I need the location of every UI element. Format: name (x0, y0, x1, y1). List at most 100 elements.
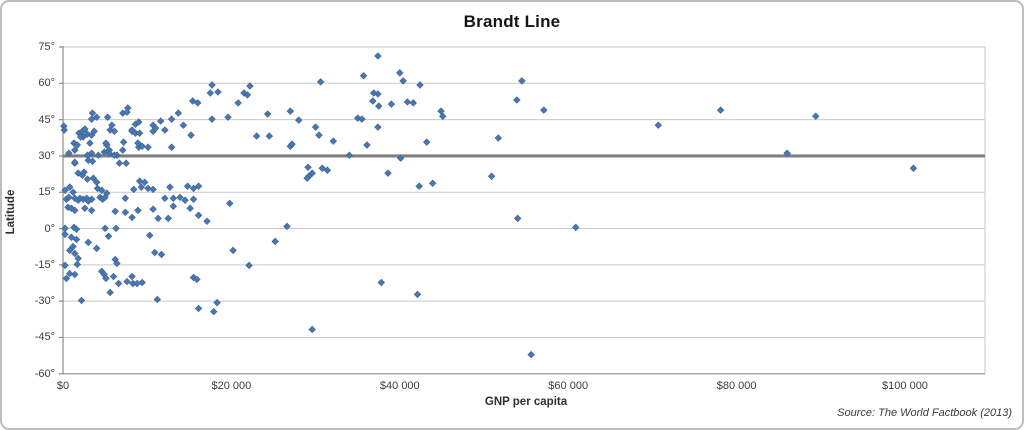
data-point (240, 89, 248, 97)
data-point (423, 138, 431, 146)
data-point (416, 81, 424, 89)
data-point (71, 158, 79, 166)
data-point (252, 132, 261, 140)
data-point (121, 208, 130, 217)
data-point (149, 185, 157, 194)
data-point (138, 278, 146, 287)
data-point (271, 237, 279, 246)
data-point (128, 127, 136, 135)
data-point (176, 193, 184, 202)
data-point (83, 130, 92, 138)
data-point (84, 156, 92, 165)
data-point (81, 204, 89, 212)
data-point (812, 112, 820, 120)
data-point (92, 244, 101, 253)
data-point (87, 195, 96, 203)
data-point (527, 350, 535, 359)
data-point (135, 118, 143, 126)
data-point (111, 207, 119, 216)
data-point (161, 126, 169, 134)
data-point (206, 89, 215, 97)
data-point (65, 193, 73, 202)
data-point (71, 270, 79, 279)
data-point (169, 202, 178, 211)
data-point (72, 225, 81, 234)
y-tick-label: 75° (38, 41, 55, 53)
data-point (209, 307, 218, 316)
data-point (186, 204, 194, 212)
data-point (156, 117, 165, 125)
data-point (110, 151, 119, 159)
data-point (151, 248, 159, 257)
data-point (403, 98, 412, 106)
y-tick-label: -45° (34, 331, 55, 344)
data-point (61, 186, 69, 195)
data-point (130, 185, 138, 194)
data-point (84, 238, 92, 247)
data-point (374, 52, 382, 60)
source-note: Source: The World Factbook (2013) (837, 407, 1012, 419)
data-point (157, 250, 166, 259)
data-point (94, 151, 103, 159)
x-tick-label: $80 000 (716, 379, 757, 392)
data-point (518, 77, 526, 85)
data-point (234, 99, 242, 107)
x-axis-title: GNP per capita (484, 396, 568, 408)
data-point (369, 97, 377, 105)
data-point (203, 217, 211, 226)
y-tick-label: -15° (34, 258, 55, 271)
data-point (61, 230, 69, 239)
data-point (513, 96, 521, 104)
data-point (67, 233, 76, 241)
scatter-points (60, 52, 918, 359)
data-point (164, 214, 172, 223)
data-point (193, 275, 201, 284)
data-point (65, 149, 73, 157)
data-point (363, 141, 371, 149)
data-point (60, 126, 68, 134)
data-point (396, 69, 404, 77)
data-point (323, 166, 332, 174)
data-point (716, 106, 725, 114)
data-point (428, 179, 437, 188)
y-tick-label: 0° (44, 222, 55, 235)
data-point (115, 159, 124, 167)
data-point (106, 288, 114, 297)
y-tick-label: 45° (38, 113, 55, 126)
data-point (167, 143, 176, 151)
data-point (166, 183, 174, 191)
data-point (83, 175, 92, 183)
data-point (137, 183, 146, 191)
x-tick-label: $0 (56, 379, 70, 392)
data-point (513, 214, 522, 223)
data-point (100, 148, 108, 156)
data-point (654, 121, 663, 129)
data-point (572, 223, 580, 232)
data-point (102, 139, 110, 147)
data-point (108, 121, 116, 129)
data-point (213, 298, 221, 307)
data-point (61, 261, 69, 270)
data-point (295, 116, 303, 124)
data-point (409, 99, 417, 107)
x-tick-label: $60 000 (548, 379, 589, 392)
data-point (73, 141, 82, 149)
data-point (283, 222, 291, 231)
y-tick-label: -30° (34, 295, 55, 308)
data-point (69, 188, 77, 196)
data-point (224, 113, 232, 121)
data-point (329, 137, 338, 145)
data-point (87, 206, 96, 215)
data-point (66, 246, 74, 255)
data-point (113, 259, 121, 268)
data-point (71, 249, 79, 258)
data-point (86, 139, 94, 147)
data-point (104, 232, 113, 241)
data-point (66, 269, 74, 278)
data-point (101, 193, 109, 202)
data-point (396, 154, 405, 162)
data-point (377, 278, 386, 287)
data-point (304, 163, 312, 172)
data-point (909, 164, 918, 173)
